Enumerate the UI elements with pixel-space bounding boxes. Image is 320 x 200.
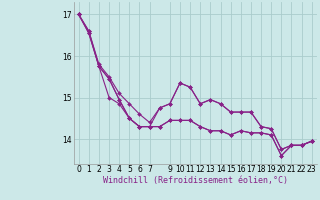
- X-axis label: Windchill (Refroidissement éolien,°C): Windchill (Refroidissement éolien,°C): [103, 176, 288, 185]
